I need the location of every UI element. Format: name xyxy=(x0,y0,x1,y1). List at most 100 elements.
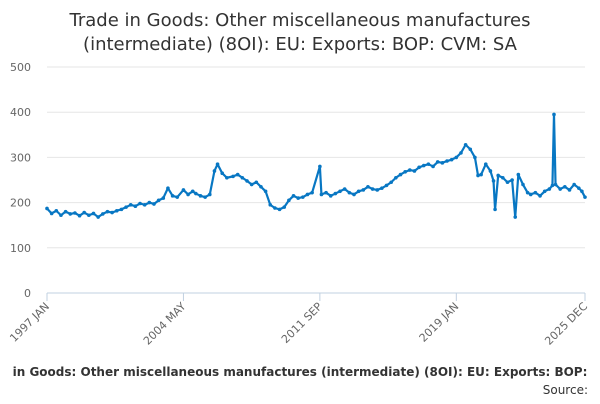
data-point[interactable] xyxy=(166,186,170,190)
data-point[interactable] xyxy=(96,215,100,219)
data-point[interactable] xyxy=(301,195,305,199)
data-point[interactable] xyxy=(580,189,584,194)
data-point[interactable] xyxy=(403,170,407,174)
data-point[interactable] xyxy=(245,179,249,183)
data-point[interactable] xyxy=(282,205,287,209)
data-point[interactable] xyxy=(342,187,347,191)
data-point[interactable] xyxy=(510,178,514,182)
data-point[interactable] xyxy=(525,190,530,195)
data-point[interactable] xyxy=(231,174,235,179)
data-point[interactable] xyxy=(352,192,356,197)
data-point[interactable] xyxy=(49,211,54,216)
data-point[interactable] xyxy=(493,207,497,212)
data-point[interactable] xyxy=(63,209,68,214)
data-point[interactable] xyxy=(384,183,389,188)
data-point[interactable] xyxy=(583,195,587,199)
data-point[interactable] xyxy=(128,203,133,207)
data-point[interactable] xyxy=(263,189,268,194)
data-point[interactable] xyxy=(440,161,445,165)
data-point[interactable] xyxy=(291,194,296,198)
data-point[interactable] xyxy=(101,212,105,216)
data-point[interactable] xyxy=(68,212,73,216)
data-point[interactable] xyxy=(208,192,212,197)
data-point[interactable] xyxy=(389,180,394,185)
data-point[interactable] xyxy=(273,206,277,210)
data-point[interactable] xyxy=(296,196,300,200)
data-point[interactable] xyxy=(212,169,217,173)
data-point[interactable] xyxy=(105,209,110,214)
data-point[interactable] xyxy=(488,169,493,173)
data-point[interactable] xyxy=(324,190,328,195)
data-point[interactable] xyxy=(412,169,417,173)
data-point[interactable] xyxy=(305,192,310,197)
data-point[interactable] xyxy=(431,164,435,169)
data-point[interactable] xyxy=(220,171,224,176)
data-point[interactable] xyxy=(77,213,82,218)
data-point[interactable] xyxy=(513,215,518,219)
data-point[interactable] xyxy=(528,192,533,197)
data-point[interactable] xyxy=(542,189,547,194)
data-point[interactable] xyxy=(417,165,421,170)
data-point[interactable] xyxy=(254,180,259,185)
data-point[interactable] xyxy=(215,162,220,166)
data-point[interactable] xyxy=(190,189,195,194)
data-point[interactable] xyxy=(268,203,273,207)
data-point[interactable] xyxy=(449,157,454,162)
data-point[interactable] xyxy=(142,203,147,207)
data-point[interactable] xyxy=(186,192,190,197)
data-point[interactable] xyxy=(119,207,124,212)
data-point[interactable] xyxy=(156,198,161,203)
data-point[interactable] xyxy=(577,186,581,190)
data-point[interactable] xyxy=(491,179,496,183)
data-point[interactable] xyxy=(338,189,342,194)
data-point[interactable] xyxy=(203,195,207,199)
data-point[interactable] xyxy=(91,211,96,216)
data-point[interactable] xyxy=(483,162,488,166)
data-point[interactable] xyxy=(547,187,552,191)
data-point[interactable] xyxy=(468,147,473,152)
data-point[interactable] xyxy=(550,183,555,188)
data-point[interactable] xyxy=(558,187,562,191)
data-point[interactable] xyxy=(124,205,128,209)
data-point[interactable] xyxy=(170,194,175,198)
data-point[interactable] xyxy=(110,210,114,215)
data-point[interactable] xyxy=(259,184,263,189)
data-point[interactable] xyxy=(538,194,542,198)
data-point[interactable] xyxy=(277,207,282,212)
data-point[interactable] xyxy=(516,172,521,177)
data-point[interactable] xyxy=(421,163,426,168)
data-point[interactable] xyxy=(553,182,558,187)
data-point[interactable] xyxy=(319,192,324,197)
data-point[interactable] xyxy=(567,188,572,192)
data-point[interactable] xyxy=(496,173,500,178)
data-point[interactable] xyxy=(54,208,59,213)
data-point[interactable] xyxy=(82,210,87,215)
data-point[interactable] xyxy=(398,172,403,177)
data-point[interactable] xyxy=(114,208,119,213)
data-point[interactable] xyxy=(287,198,291,203)
data-point[interactable] xyxy=(454,155,459,160)
data-point[interactable] xyxy=(435,160,440,164)
data-point[interactable] xyxy=(347,190,352,195)
data-point[interactable] xyxy=(375,188,380,192)
data-point[interactable] xyxy=(476,173,480,178)
data-point[interactable] xyxy=(479,172,483,177)
data-point[interactable] xyxy=(73,211,77,215)
data-point[interactable] xyxy=(133,204,138,209)
data-point[interactable] xyxy=(87,213,91,218)
data-point[interactable] xyxy=(310,190,314,195)
data-point[interactable] xyxy=(521,182,525,187)
data-point[interactable] xyxy=(459,151,463,155)
data-point[interactable] xyxy=(408,168,412,172)
data-point[interactable] xyxy=(356,189,361,194)
data-point[interactable] xyxy=(563,184,567,189)
data-point[interactable] xyxy=(318,164,322,169)
data-point[interactable] xyxy=(463,142,468,147)
data-point[interactable] xyxy=(161,196,166,200)
data-point[interactable] xyxy=(249,182,254,187)
data-point[interactable] xyxy=(361,188,366,192)
data-point[interactable] xyxy=(194,191,198,196)
data-point[interactable] xyxy=(501,175,505,180)
data-point[interactable] xyxy=(394,175,398,180)
data-point[interactable] xyxy=(380,186,384,190)
